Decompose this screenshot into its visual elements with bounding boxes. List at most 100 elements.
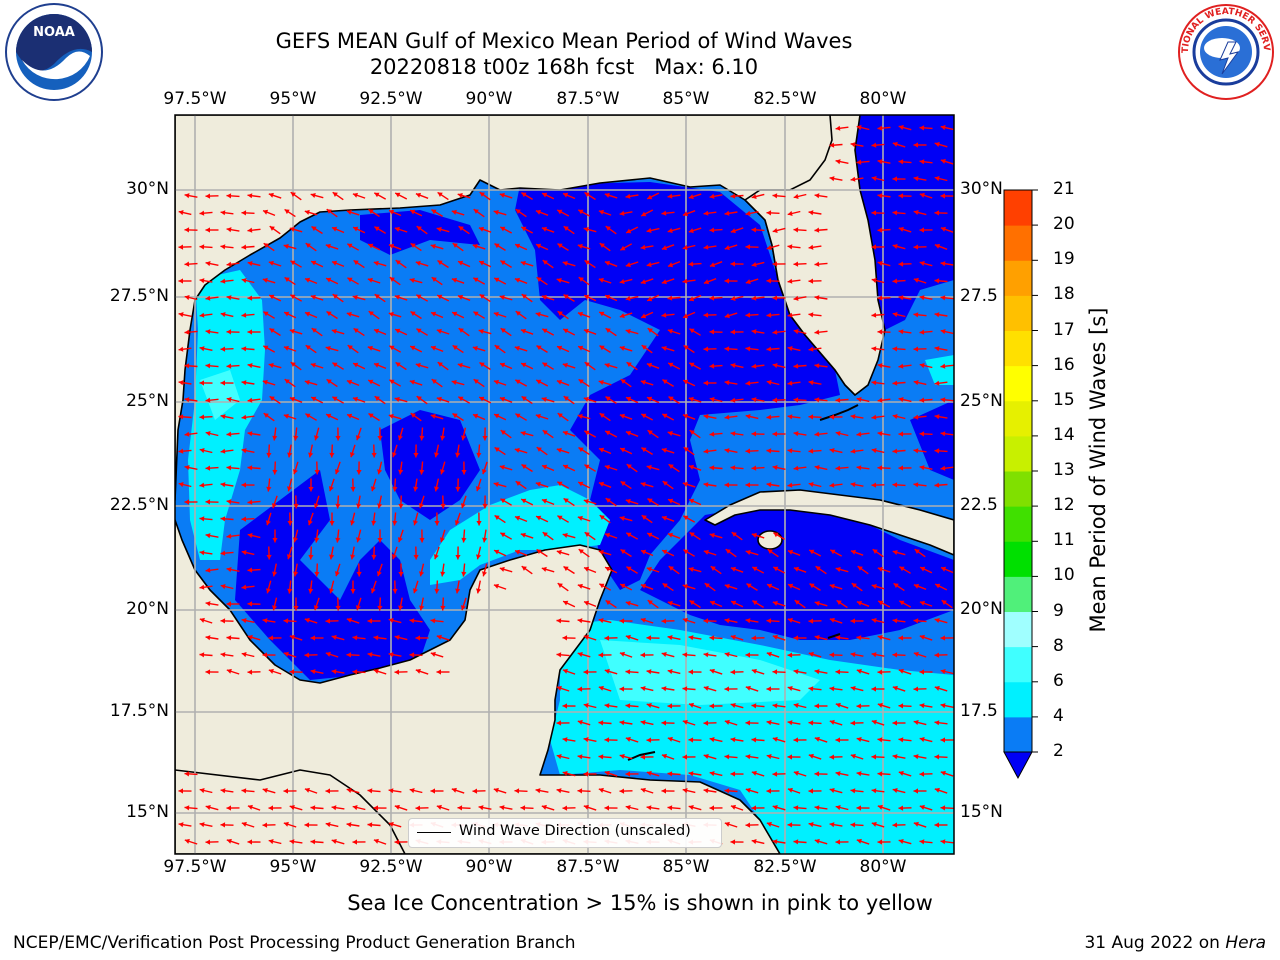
wind-wave-arrow-head [892, 346, 898, 352]
wind-wave-arrow-head [371, 554, 377, 560]
wind-wave-arrow-head [325, 651, 331, 657]
wind-wave-arrow-head [479, 260, 485, 266]
wind-wave-arrow-head [583, 396, 589, 402]
wind-wave-arrow-head [892, 618, 898, 624]
wind-wave-arrow-head [520, 805, 526, 811]
wind-wave-arrow-head [389, 345, 395, 351]
wind-wave-arrow-head [751, 770, 757, 776]
wind-wave-arrow-head [305, 243, 311, 248]
lat-right-tick: 15°N [960, 802, 1003, 822]
wind-wave-arrow-head [598, 787, 604, 793]
colorbar-segment [1004, 435, 1032, 472]
wind-wave-arrow-head [898, 635, 903, 641]
wind-wave-arrow-head [661, 720, 667, 726]
wind-wave-arrow-head [724, 245, 730, 251]
wind-wave-arrow-head [352, 669, 358, 675]
wind-wave-arrow-head [898, 363, 904, 369]
wind-wave-arrow-head [431, 277, 437, 282]
wind-wave-arrow-head [394, 226, 400, 232]
wind-wave-arrow-head [226, 193, 232, 199]
wind-wave-arrow-head [913, 448, 919, 454]
wind-wave-arrow-head [409, 652, 415, 658]
wind-wave-arrow-head [353, 328, 359, 334]
wind-wave-arrow-head [724, 313, 730, 319]
wind-wave-arrow-head [871, 482, 877, 488]
wind-wave-arrow-head [311, 260, 317, 266]
wind-wave-arrow-head [835, 465, 841, 471]
wind-wave-arrow-head [346, 617, 352, 623]
wind-wave-arrow-head [934, 618, 940, 623]
wind-wave-arrow-head [514, 345, 520, 351]
wind-wave-arrow-head [493, 311, 499, 317]
wind-wave-arrow-head [562, 362, 568, 368]
wind-wave-arrow-head [940, 465, 946, 471]
wind-wave-arrow-head [793, 805, 799, 811]
wind-wave-arrow-head [431, 311, 437, 317]
wind-wave-arrow-head [461, 537, 467, 543]
wind-wave-arrow-head [745, 482, 750, 488]
wind-wave-arrow-head [499, 192, 505, 198]
wind-wave-arrow-head [226, 363, 232, 369]
wind-wave-arrow-head [556, 549, 562, 555]
wind-wave-arrow-head [667, 295, 673, 301]
wind-wave-arrow-head [476, 554, 482, 560]
wind-wave-arrow-head [272, 605, 278, 611]
wind-wave-arrow-head [394, 804, 400, 810]
wind-wave-arrow-head [919, 261, 925, 266]
wind-wave-arrow-head [263, 345, 269, 351]
wind-wave-arrow-head [326, 277, 332, 283]
wind-wave-arrow-head [541, 566, 547, 572]
wind-wave-arrow-head [605, 328, 611, 333]
wind-wave-arrow-head [199, 617, 205, 623]
wind-wave-arrow-head [793, 839, 799, 845]
wind-wave-arrow-head [913, 651, 919, 657]
wind-wave-arrow-head [479, 294, 485, 299]
wind-wave-arrow-head [625, 600, 631, 606]
wind-wave-arrow-head [178, 244, 184, 250]
wind-wave-arrow-head [752, 600, 758, 606]
wind-wave-arrow-head [688, 261, 694, 267]
wind-wave-arrow-head [352, 295, 358, 300]
wind-wave-arrow-head [898, 125, 904, 130]
wind-wave-arrow-head [478, 226, 484, 232]
wind-wave-arrow-head [326, 379, 332, 385]
wind-wave-arrow-head [178, 482, 184, 488]
wind-wave-arrow-head [919, 839, 925, 845]
wind-wave-arrow-head [836, 600, 842, 605]
wind-wave-arrow-head [269, 328, 275, 334]
wind-wave-arrow-head [646, 669, 652, 675]
wind-wave-arrow-head [913, 346, 919, 352]
wind-wave-arrow-head [577, 311, 583, 317]
wind-wave-arrow-head [226, 397, 232, 403]
wind-wave-arrow-head [620, 245, 626, 251]
wind-wave-arrow-head [604, 192, 610, 198]
wind-wave-arrow-head [808, 618, 814, 624]
wind-wave-arrow-head [556, 754, 562, 760]
wind-wave-arrow-head [793, 397, 799, 403]
wind-wave-arrow-head [646, 362, 652, 368]
wind-wave-arrow-head [772, 465, 778, 471]
wind-wave-arrow-head [436, 634, 442, 640]
wind-wave-arrow-head [283, 345, 289, 351]
wind-wave-arrow-head [829, 414, 834, 420]
wind-wave-arrow-head [725, 549, 731, 554]
wind-wave-arrow-head [440, 605, 446, 611]
wind-wave-arrow-head [272, 435, 278, 441]
wind-wave-arrow-head [268, 805, 273, 811]
wind-wave-arrow-head [367, 788, 373, 794]
wind-wave-arrow-head [709, 668, 715, 674]
wind-wave-arrow-head [388, 243, 395, 249]
wind-wave-arrow-head [814, 736, 820, 742]
wind-wave-arrow-head [772, 295, 777, 301]
wind-wave-arrow-head [898, 159, 904, 165]
wind-wave-arrow-head [331, 805, 337, 811]
wind-wave-arrow-head [877, 839, 882, 845]
wind-wave-arrow-head [626, 362, 632, 367]
wind-wave-arrow-head [766, 278, 772, 284]
wind-wave-arrow-head [515, 515, 521, 521]
wind-wave-arrow-head [772, 431, 777, 437]
wind-wave-arrow-head [226, 431, 232, 437]
wind-wave-arrow-head [605, 600, 611, 606]
wind-wave-arrow-head [199, 346, 205, 352]
wind-wave-arrow-head [892, 380, 898, 386]
